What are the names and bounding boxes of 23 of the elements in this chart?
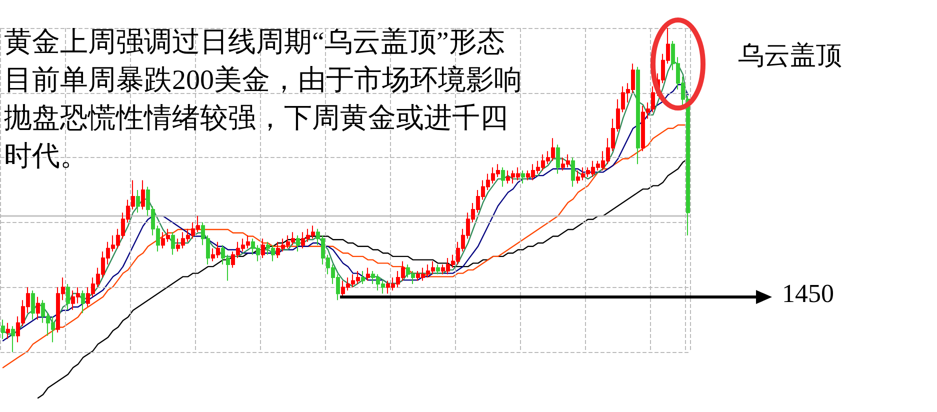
candlestick: [141, 180, 145, 210]
candlestick: [11, 326, 15, 352]
candlestick: [261, 238, 265, 259]
candlestick: [366, 267, 370, 282]
candlestick: [436, 264, 440, 275]
candlestick: [571, 157, 575, 188]
candlestick: [6, 322, 10, 340]
candlestick: [361, 270, 365, 284]
candlestick: [556, 144, 560, 174]
candlestick: [1, 319, 5, 340]
candlestick: [36, 296, 40, 320]
candlestick: [66, 283, 70, 310]
candlestick: [31, 290, 35, 320]
candlestick: [296, 234, 300, 252]
candlestick: [136, 190, 140, 214]
candlestick: [521, 170, 525, 184]
annotation: 黄金上周强调过日线周期“乌云盖顶”形态目前单周暴跌200美金，由于市场环境影响抛盘恐慌性情绪较强，下周黄金或进千四时代。: [4, 26, 523, 174]
candlestick: [636, 66, 640, 165]
text: 1450: [782, 278, 834, 310]
candlestick: [501, 166, 505, 188]
text: 乌云盖顶: [738, 40, 842, 72]
candlestick: [81, 290, 85, 314]
candlestick: [171, 232, 175, 256]
